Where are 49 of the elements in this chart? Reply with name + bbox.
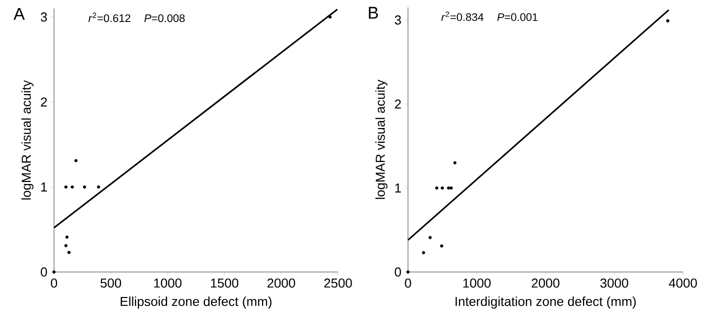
x-tick-label: 4000 — [668, 278, 697, 288]
point — [64, 185, 68, 189]
point — [450, 186, 453, 190]
y-tick-label: 3 — [394, 15, 401, 25]
x-tick-label: 0 — [50, 278, 58, 288]
y-tick-label: 2 — [40, 97, 47, 107]
y-tick-label: 0 — [394, 267, 401, 277]
y-axis-title: logMAR visual acuity — [21, 80, 34, 200]
x-tick-label: 500 — [100, 278, 122, 288]
point — [666, 19, 670, 22]
point — [74, 159, 78, 162]
y-tick-label: 2 — [394, 99, 401, 109]
point — [428, 236, 432, 240]
point — [446, 186, 450, 190]
point — [70, 185, 74, 189]
annotation: P=0.001 — [497, 13, 538, 21]
x-tick-label: 1500 — [210, 278, 238, 288]
point — [435, 186, 438, 190]
chart-title: A — [14, 8, 25, 20]
x-axis-title: Ellipsoid zone defect (mm) — [120, 296, 272, 309]
point — [453, 161, 456, 164]
point — [96, 185, 100, 189]
x-tick-label: 2500 — [324, 278, 352, 288]
point — [328, 15, 332, 19]
point — [422, 251, 426, 254]
point — [440, 244, 444, 248]
point — [440, 186, 444, 190]
annotation: P=0.008 — [144, 14, 185, 22]
x-axis-title: Interdigitation zone defect (mm) — [456, 296, 636, 309]
x-tick-label: 1000 — [463, 278, 491, 288]
annotation: r$^{2}$=0.612 — [88, 12, 130, 22]
x-tick-label: 2000 — [267, 278, 296, 288]
annotation: r$^{2}$=0.834 — [441, 12, 484, 21]
x-tick-label: 0 — [404, 278, 412, 288]
x-tick-label: 3000 — [600, 278, 628, 288]
x-tick-label: 2000 — [532, 278, 560, 288]
y-tick-label: 3 — [40, 12, 47, 22]
y-tick-label: 1 — [395, 184, 401, 192]
point — [67, 250, 71, 254]
point — [82, 185, 86, 189]
point — [406, 270, 410, 274]
point — [52, 270, 56, 274]
x-tick-label: 1000 — [154, 278, 182, 288]
point — [65, 236, 69, 239]
y-axis-title: logMAR visual acuity — [375, 80, 388, 199]
point — [64, 244, 68, 248]
y-tick-label: 0 — [40, 267, 47, 277]
chart-title: B — [368, 6, 378, 19]
y-tick-label: 1 — [41, 182, 47, 192]
